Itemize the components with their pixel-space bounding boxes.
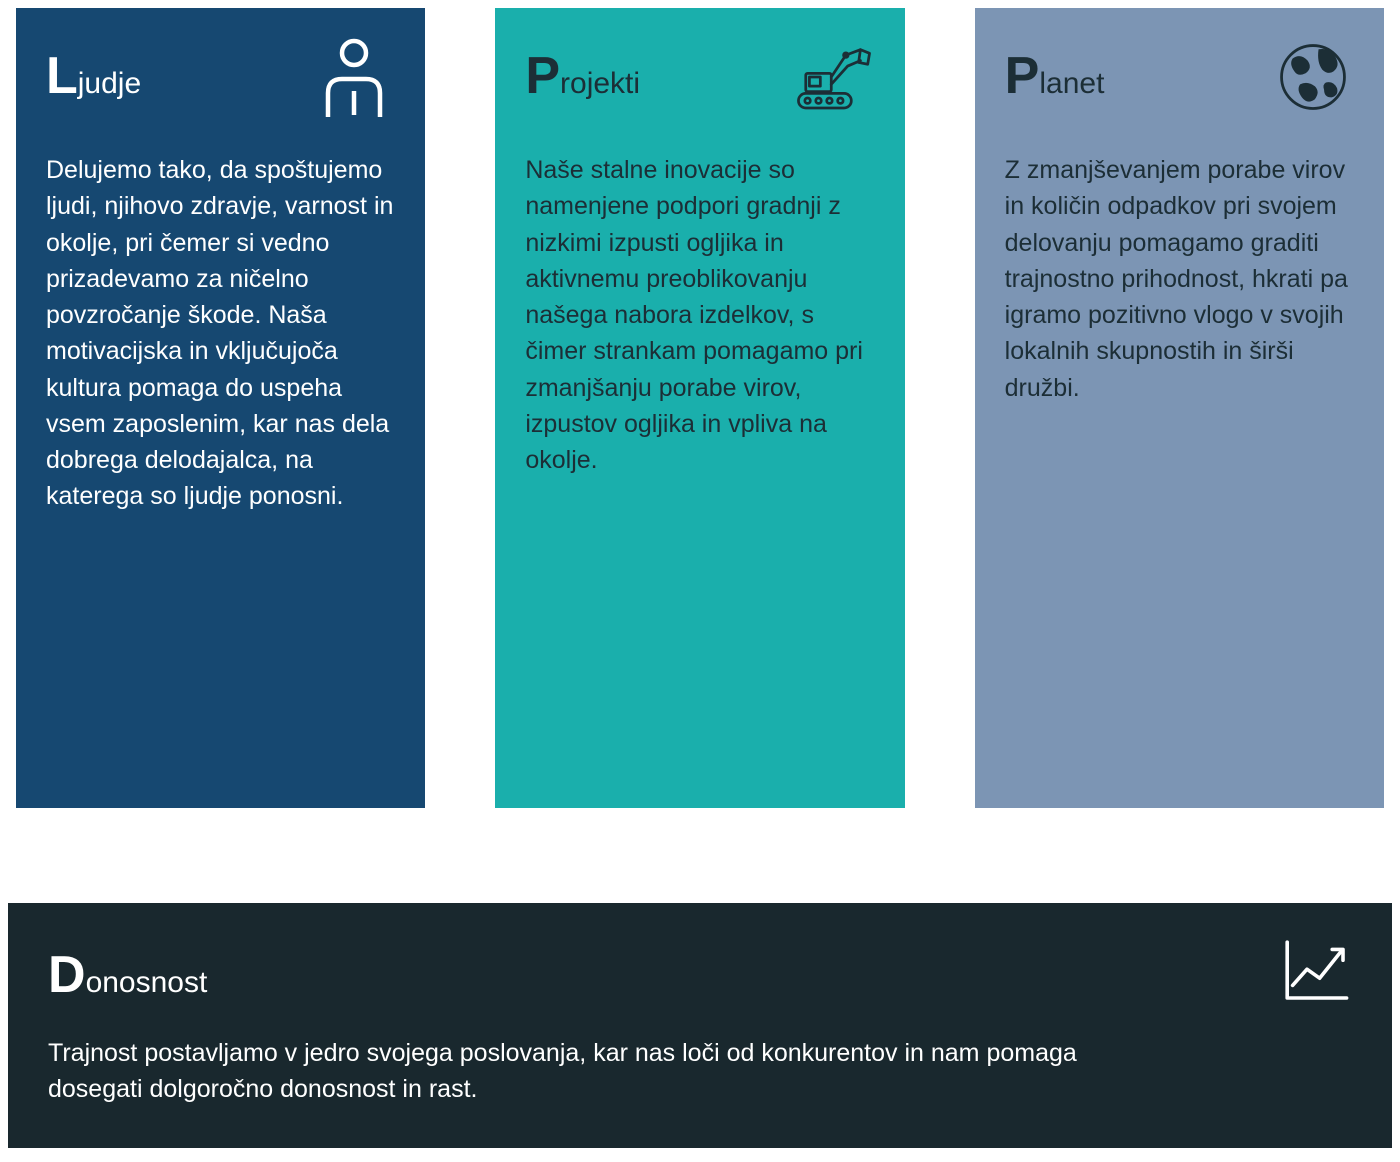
cards-row: Ljudje Delujemo tako, da spoštujemo ljud… (8, 8, 1392, 808)
card-title-projekti: Projekti (525, 36, 640, 102)
card-ljudje: Ljudje Delujemo tako, da spoštujemo ljud… (16, 8, 425, 808)
banner-donosnost: Donosnost Trajnost postavljamo v jedro s… (8, 903, 1392, 1148)
excavator-icon (793, 36, 875, 118)
banner-header: Donosnost (48, 935, 1352, 1007)
title-rest: lanet (1039, 67, 1104, 100)
title-rest: onosnost (86, 966, 208, 999)
card-body-planet: Z zmanjševanjem porabe virov in količin … (1005, 152, 1354, 406)
title-rest: rojekti (560, 67, 640, 100)
card-title-ljudje: Ljudje (46, 36, 141, 102)
title-first-letter: L (46, 47, 78, 105)
card-projekti: Projekti (495, 8, 904, 808)
card-body-ljudje: Delujemo tako, da spoštujemo ljudi, njih… (46, 152, 395, 515)
infographic-container: Ljudje Delujemo tako, da spoštujemo ljud… (8, 8, 1392, 1154)
card-header: Ljudje (46, 36, 395, 118)
globe-icon (1272, 36, 1354, 118)
card-header: Projekti (525, 36, 874, 118)
card-ljudje-wrapper: Ljudje Delujemo tako, da spoštujemo ljud… (16, 8, 425, 808)
title-first-letter: P (1005, 47, 1040, 105)
person-icon (313, 36, 395, 118)
banner-body: Trajnost postavljamo v jedro svojega pos… (48, 1035, 1148, 1108)
card-header: Planet (1005, 36, 1354, 118)
title-first-letter: P (525, 47, 560, 105)
title-rest: judje (78, 67, 141, 100)
card-planet-wrapper: Planet Z zmanjševanjem porabe virov in k… (975, 8, 1384, 808)
banner-title: Donosnost (48, 935, 207, 1001)
card-body-projekti: Naše stalne inovacije so namenjene podpo… (525, 152, 874, 478)
card-planet: Planet Z zmanjševanjem porabe virov in k… (975, 8, 1384, 808)
title-first-letter: D (48, 946, 86, 1004)
growth-chart-icon (1280, 935, 1352, 1007)
card-projekti-wrapper: Projekti (495, 8, 904, 808)
card-title-planet: Planet (1005, 36, 1105, 102)
